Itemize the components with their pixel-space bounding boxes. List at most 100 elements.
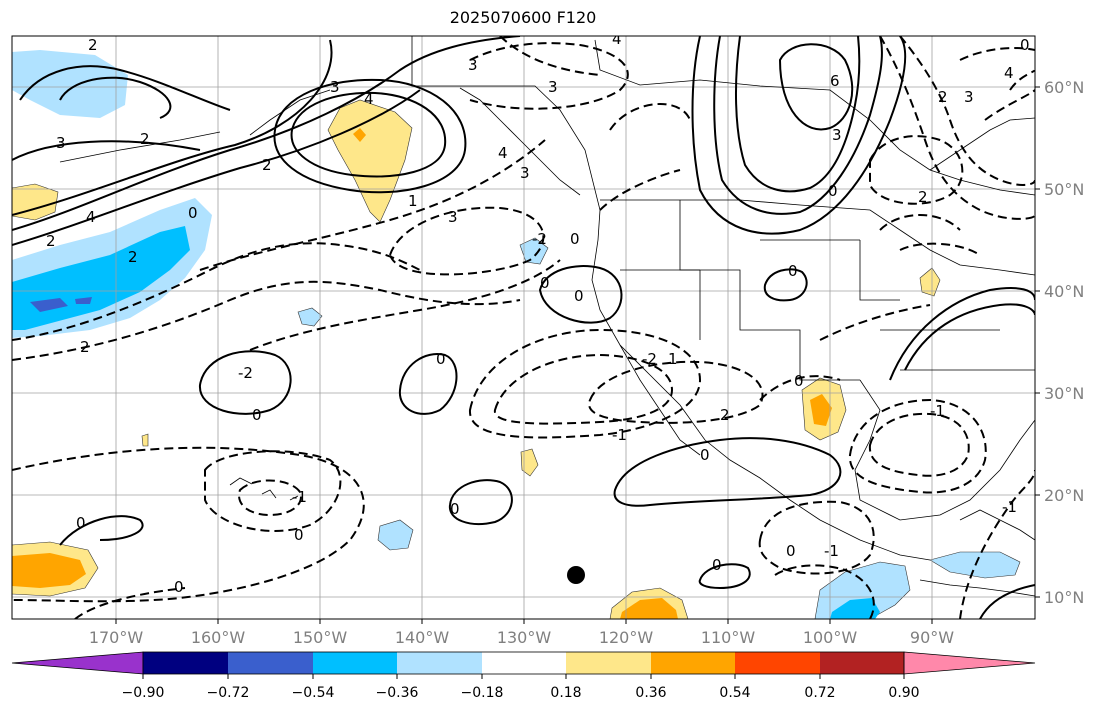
colorbar-segment <box>820 652 904 674</box>
colorbar-segment <box>482 652 566 674</box>
contour-label: -2 <box>532 230 547 248</box>
contour-label: 0 <box>252 406 262 424</box>
shade-orange-sw <box>12 553 86 588</box>
contour-label: 0 <box>574 287 584 305</box>
contour-label: 3 <box>520 164 530 182</box>
shade-orange-s <box>620 598 678 619</box>
contour-label: 2 <box>88 36 98 54</box>
colorbar-ticks <box>142 674 905 679</box>
colorbar-tick-label: 0.72 <box>804 685 835 701</box>
contour-label: 0 <box>1020 36 1030 54</box>
contour-label: 4 <box>86 208 96 226</box>
contour-label: 1 <box>408 192 418 210</box>
colorbar-segment <box>651 652 735 674</box>
contour-label: 2 <box>720 406 730 424</box>
lon-label: 120°W <box>599 628 654 647</box>
contour-label: 0 <box>570 230 580 248</box>
contour-label: 0 <box>794 372 804 390</box>
lat-label: 40°N <box>1044 282 1084 301</box>
contour-label: 0 <box>436 350 446 368</box>
contour-label: -1 <box>1002 498 1017 516</box>
contour-label: 1 <box>668 350 678 368</box>
contour-label: 3 <box>548 78 558 96</box>
lat-label: 50°N <box>1044 180 1084 199</box>
lat-label: 30°N <box>1044 384 1084 403</box>
lon-label: 100°W <box>803 628 858 647</box>
contour-label: 0 <box>786 542 796 560</box>
shade-blue-se <box>814 561 911 619</box>
map-frame-background <box>12 36 1035 619</box>
contour-label: 2 <box>262 156 272 174</box>
colorbar-tick-label: −0.72 <box>207 685 250 701</box>
lat-label: 60°N <box>1044 78 1084 97</box>
colorbar-tick-label: 0.90 <box>888 685 919 701</box>
colorbar-tick-label: 0.54 <box>719 685 750 701</box>
contour-label: 2 <box>918 188 928 206</box>
contour-label: 6 <box>830 72 840 90</box>
contour-label: 3 <box>56 134 66 152</box>
latitude-labels: 60°N 50°N 40°N 30°N 20°N 10°N <box>1044 78 1084 607</box>
lon-label: 130°W <box>497 628 552 647</box>
colorbar-segment <box>735 652 820 674</box>
map-title: 2025070600 F120 <box>449 8 597 27</box>
contour-label: 0 <box>450 500 460 518</box>
longitude-labels: 170°W 160°W 150°W 140°W 130°W 120°W 110°… <box>89 628 954 647</box>
lat-label: 20°N <box>1044 486 1084 505</box>
contour-label: 0 <box>700 446 710 464</box>
colorbar-tick-label: −0.36 <box>376 685 419 701</box>
colorbar-tick-label: −0.90 <box>122 685 165 701</box>
contour-label: 3 <box>964 88 974 106</box>
colorbar-outline <box>142 651 905 675</box>
contour-label: -2 <box>642 350 657 368</box>
contour-label: 2 <box>128 248 138 266</box>
contour-label: 4 <box>498 144 508 162</box>
shade-yellow-small <box>141 433 149 447</box>
contour-label-group: 2 3 2 3 4 2 4 2 0 2 2 3 4 3 3 -2 0 0 4 1… <box>46 30 1030 596</box>
shade-cyan-se <box>830 598 880 619</box>
contour-label: 0 <box>188 204 198 222</box>
lon-label: 170°W <box>89 628 144 647</box>
contour-label: 0 <box>828 182 838 200</box>
colorbar-segment <box>566 652 651 674</box>
graticule <box>12 36 1035 619</box>
lon-label: 150°W <box>293 628 348 647</box>
lat-label: 10°N <box>1044 588 1084 607</box>
contour-label: -1 <box>292 488 307 506</box>
shade-orange-gulf <box>353 128 366 142</box>
colorbar-segment <box>397 652 482 674</box>
shade-orange-mx <box>810 394 832 426</box>
colorbar-extend-left <box>11 651 144 675</box>
axis-ticks <box>115 86 1040 624</box>
shade-blue-small <box>297 307 323 327</box>
shade-blue-small2 <box>377 519 414 551</box>
contour-label: 3 <box>330 78 340 96</box>
contour-label: -1 <box>612 426 627 444</box>
colorbar-tick-label: −0.54 <box>292 685 335 701</box>
shade-yellow-ne <box>919 267 941 297</box>
contour-label: 2 <box>46 232 56 250</box>
colorbar-tick-label: −0.18 <box>461 685 504 701</box>
colorbar-extend-right <box>903 651 1036 675</box>
shade-darkblue-pacific2 <box>75 297 92 304</box>
colorbar-tick-label: 0.18 <box>550 685 581 701</box>
shade-yellow-small2 <box>520 448 539 477</box>
shade-blue-coast <box>519 237 549 265</box>
colorbar-segment <box>228 652 313 674</box>
contour-label: 0 <box>174 578 184 596</box>
contour-label: 3 <box>832 126 842 144</box>
contour-label: 4 <box>612 30 622 48</box>
contours <box>12 36 1035 619</box>
contour-label: 2 <box>938 88 948 106</box>
contour-label: 4 <box>1004 64 1014 82</box>
contour-label: 0 <box>788 262 798 280</box>
contour-label: 0 <box>294 526 304 544</box>
contour-label: 2 <box>140 130 150 148</box>
colorbar-segment <box>313 652 397 674</box>
contour-label: 2 <box>80 338 90 356</box>
contour-label: 0 <box>712 556 722 574</box>
contour-label: -2 <box>238 364 253 382</box>
lon-label: 140°W <box>395 628 450 647</box>
contour-label: 0 <box>76 514 86 532</box>
colorbar: −0.90 −0.72 −0.54 −0.36 −0.18 0.18 0.36 … <box>11 651 1036 701</box>
